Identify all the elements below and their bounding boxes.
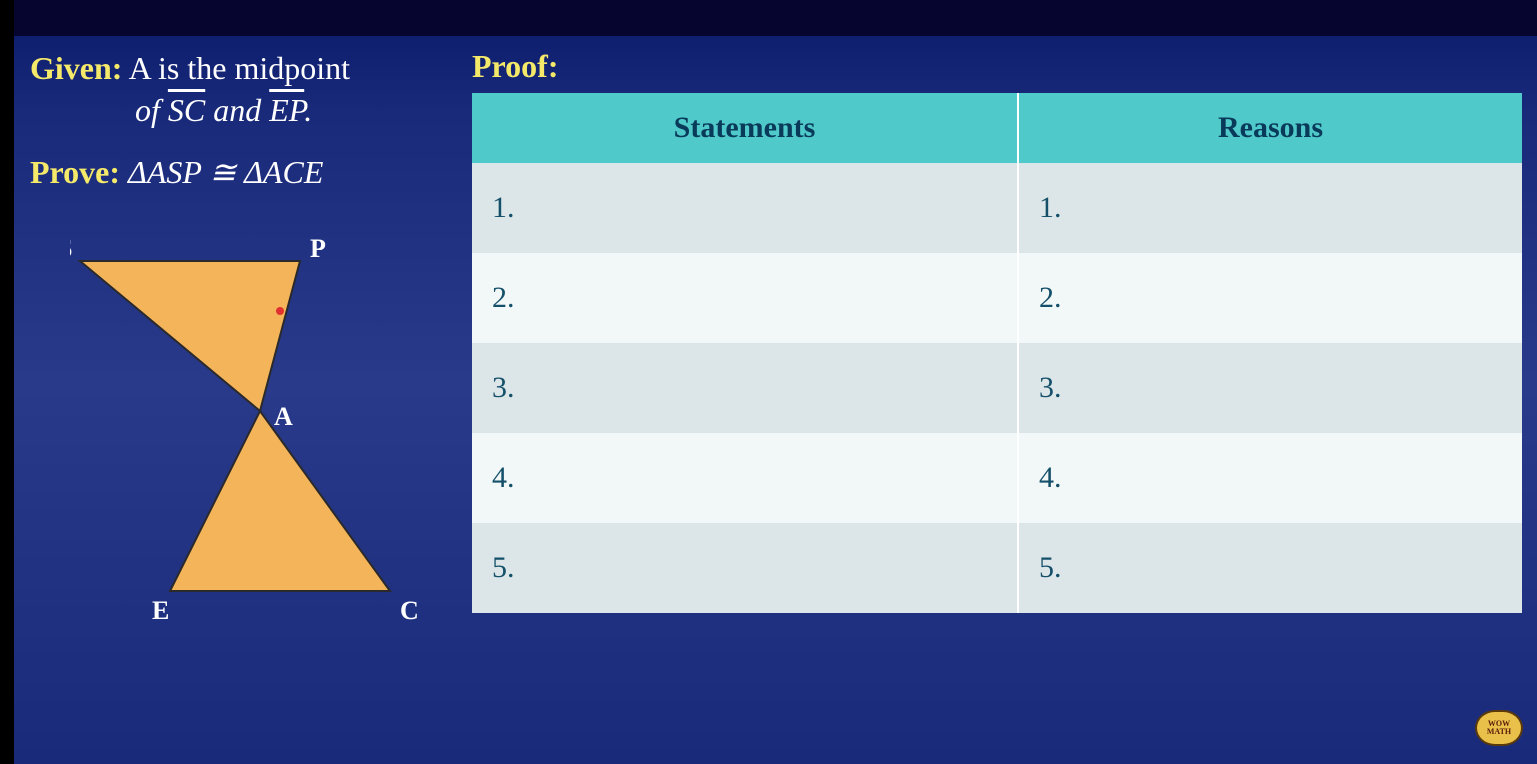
statement-cell: 5. <box>472 523 1018 613</box>
geometry-diagram: S P A E C <box>70 231 460 636</box>
segment-sc: SC <box>168 92 205 128</box>
given-text-1: A is the midpoint <box>129 50 350 86</box>
triangle-ace <box>170 411 390 591</box>
segment-ep: EP <box>269 92 304 128</box>
proof-label: Proof: <box>472 48 1522 85</box>
reason-cell: 3. <box>1018 343 1522 433</box>
table-row: 3.3. <box>472 343 1522 433</box>
prove-text: ΔASP ≅ ΔACE <box>128 154 323 190</box>
given-of: of <box>135 92 168 128</box>
given-label: Given: <box>30 50 122 86</box>
given-line-2: of SC and EP. <box>135 92 460 129</box>
table-row: 4.4. <box>472 433 1522 523</box>
marker-dot <box>276 307 284 315</box>
given-and: and <box>205 92 269 128</box>
table-row: 5.5. <box>472 523 1522 613</box>
left-edge <box>0 0 14 764</box>
reason-cell: 1. <box>1018 163 1522 253</box>
table-header-row: Statements Reasons <box>472 93 1522 163</box>
reason-cell: 2. <box>1018 253 1522 343</box>
statement-cell: 3. <box>472 343 1018 433</box>
proof-table: Statements Reasons 1.1.2.2.3.3.4.4.5.5. <box>472 93 1522 613</box>
statement-cell: 4. <box>472 433 1018 523</box>
prove-line: Prove: ΔASP ≅ ΔACE <box>30 153 460 191</box>
reason-cell: 4. <box>1018 433 1522 523</box>
header-reasons: Reasons <box>1018 93 1522 163</box>
table-row: 1.1. <box>472 163 1522 253</box>
proof-column: Proof: Statements Reasons 1.1.2.2.3.3.4.… <box>472 48 1522 613</box>
statement-cell: 1. <box>472 163 1018 253</box>
reason-cell: 5. <box>1018 523 1522 613</box>
point-label-a: A <box>274 402 293 431</box>
given-line: Given: A is the midpoint <box>30 48 460 90</box>
header-statements: Statements <box>472 93 1018 163</box>
point-label-s: S <box>70 234 72 263</box>
statement-cell: 2. <box>472 253 1018 343</box>
point-label-e: E <box>152 596 169 625</box>
problem-column: Given: A is the midpoint of SC and EP. P… <box>30 48 460 636</box>
top-bar <box>0 0 1537 36</box>
triangle-asp <box>80 261 300 411</box>
wow-math-badge: WOW MATH <box>1475 710 1523 746</box>
point-label-c: C <box>400 596 419 625</box>
diagram-svg: S P A E C <box>70 231 430 631</box>
table-row: 2.2. <box>472 253 1522 343</box>
given-period: . <box>304 92 312 128</box>
badge-line2: MATH <box>1487 728 1511 736</box>
prove-label: Prove: <box>30 154 120 190</box>
point-label-p: P <box>310 234 326 263</box>
